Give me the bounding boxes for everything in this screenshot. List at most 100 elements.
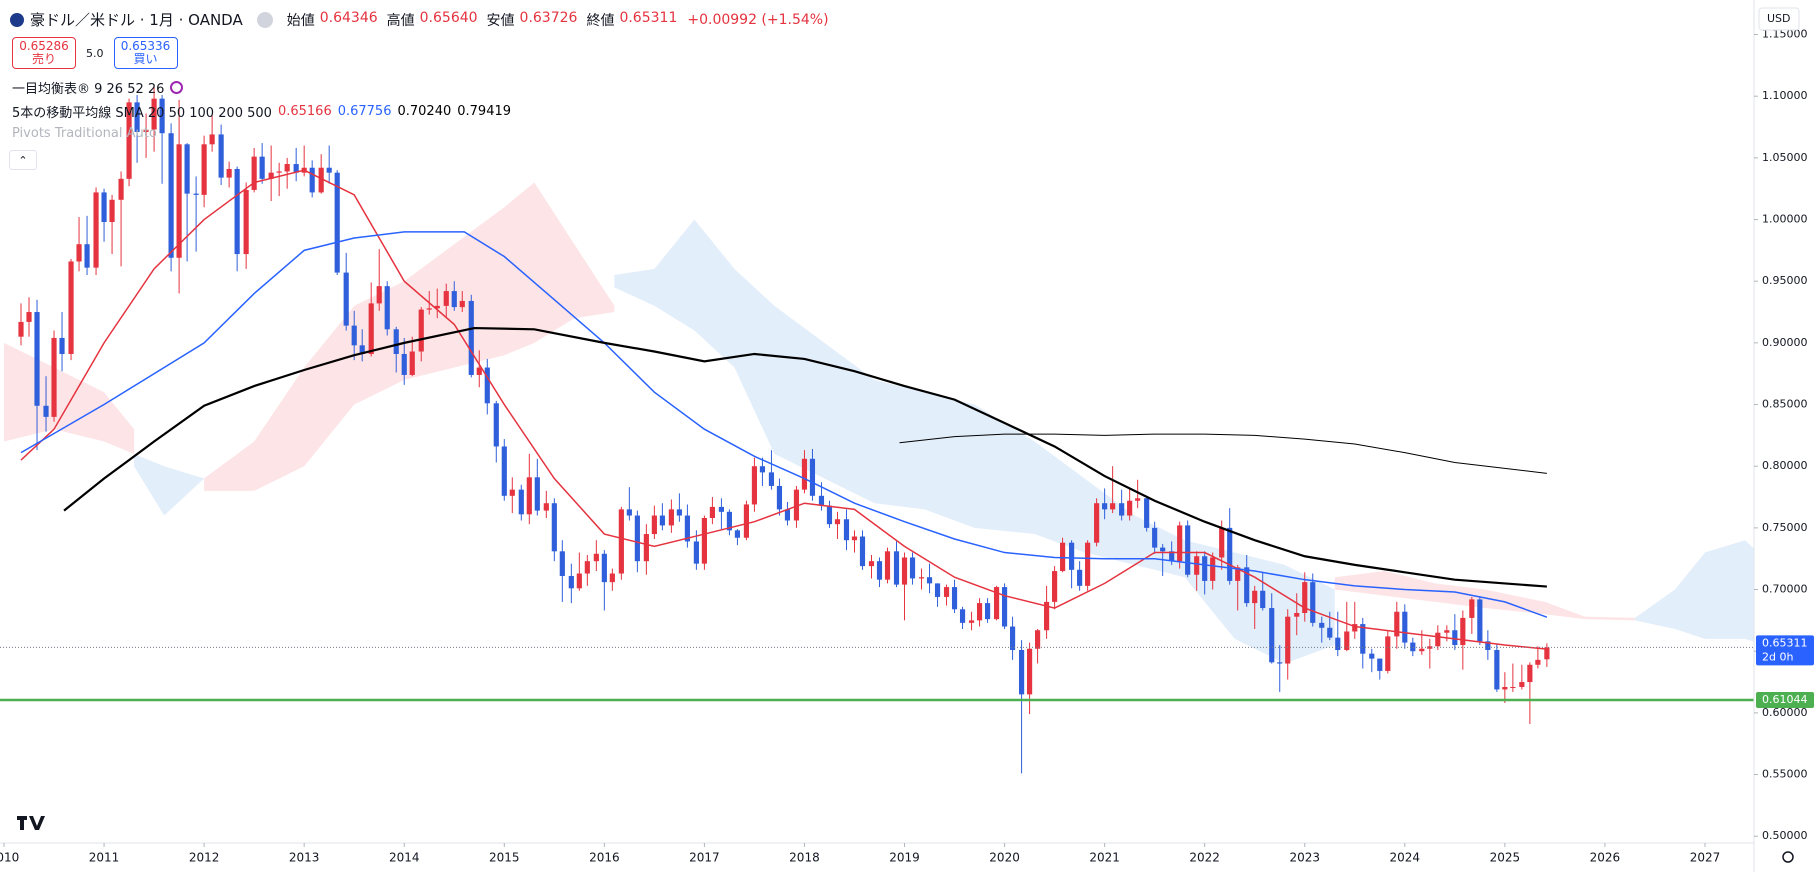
sma-value: 0.70240: [397, 104, 452, 119]
y-tick-label: 1.10000: [1762, 89, 1808, 102]
candle-body: [1009, 626, 1016, 650]
candle-body: [1419, 648, 1425, 652]
candle-body: [834, 519, 841, 525]
price-label-box: [1756, 635, 1814, 666]
candle-body: [993, 587, 1000, 620]
candle-body: [1027, 648, 1033, 695]
candle-body: [59, 337, 65, 354]
candle-body: [384, 286, 390, 330]
candle-body: [84, 244, 90, 268]
currency[interactable]: USD: [1767, 12, 1791, 25]
ichimoku-cloud: [134, 453, 205, 516]
candle-body: [726, 511, 733, 531]
candle-body: [534, 477, 540, 511]
candle-body: [368, 303, 374, 354]
refresh-icon[interactable]: [170, 81, 184, 94]
settings-icon[interactable]: [1782, 851, 1794, 863]
x-tick-label: 2011: [89, 851, 120, 865]
y-tick-label: 0.75000: [1762, 521, 1808, 534]
candle-body: [251, 156, 257, 190]
buy-button[interactable]: 0.65336 買い: [113, 37, 178, 69]
candle-body: [618, 509, 624, 574]
candle-body: [884, 551, 891, 580]
candle-body: [601, 553, 607, 583]
y-tick-label: 0.60000: [1762, 706, 1808, 719]
candle-body: [1085, 542, 1091, 586]
candle-body: [584, 561, 590, 574]
candle-body: [734, 530, 741, 538]
currency-button[interactable]: [1758, 7, 1800, 31]
candle-body: [651, 515, 657, 535]
candle-body: [168, 133, 174, 258]
candle-body: [1319, 622, 1325, 628]
x-tick-label: 2010: [0, 851, 19, 865]
candle-body: [351, 325, 357, 346]
candle-body: [26, 312, 32, 322]
candle-body: [701, 518, 707, 564]
candle-body: [151, 98, 157, 130]
candle-body: [468, 300, 474, 375]
moving-average: [63, 326, 1547, 588]
candle-body: [518, 489, 524, 515]
candle-body: [1035, 630, 1041, 649]
candle-body: [1335, 637, 1341, 650]
candle-body: [1069, 542, 1075, 570]
candle-body: [1394, 611, 1400, 637]
candle-body: [709, 506, 715, 519]
x-tick-label: 2021: [1089, 851, 1120, 865]
candle-body: [501, 446, 507, 496]
ichimoku-cloud: [1634, 540, 1754, 642]
candle-body: [1060, 542, 1066, 572]
candle-body: [801, 458, 808, 490]
x-tick-label: 2023: [1289, 851, 1320, 865]
collapse-legend-button[interactable]: ⌃: [9, 150, 37, 170]
spread: 5.0: [86, 46, 104, 60]
candle-body: [1177, 525, 1183, 562]
candle-body: [634, 515, 640, 562]
candle-body: [1369, 653, 1375, 659]
x-tick-label: 2018: [789, 851, 820, 865]
candle-body: [1210, 557, 1216, 581]
hline-label: 0.61044: [1762, 693, 1808, 706]
candle-body: [43, 405, 49, 417]
candle-body: [1077, 569, 1083, 586]
collapse-button[interactable]: [256, 11, 273, 28]
candle-body: [1277, 662, 1283, 664]
candle-body: [1235, 567, 1241, 581]
candle-body: [234, 168, 240, 255]
sma-value: 0.67756: [337, 104, 392, 119]
candle-body: [1427, 646, 1433, 649]
candle-body: [493, 403, 499, 447]
candle-body: [1202, 556, 1208, 581]
ohlc-label: 終値: [586, 12, 615, 29]
ohlc-value: 0.65311: [619, 9, 678, 26]
moving-average: [899, 433, 1547, 474]
candle-body: [1294, 612, 1300, 617]
axes: 0.500000.550000.600000.650000.700000.750…: [0, 28, 1814, 865]
candle-body: [1494, 649, 1500, 690]
candle-body: [1302, 582, 1308, 613]
candle-body: [484, 367, 490, 404]
ichimoku-cloud: [1334, 571, 1635, 621]
candle-body: [1502, 686, 1508, 690]
candle-body: [426, 308, 432, 310]
y-tick-label: 0.85000: [1762, 398, 1808, 411]
sma-values: 0.65166 0.67756 0.70240 0.79419: [278, 104, 511, 119]
pivots-label: Pivots Traditional Auto: [12, 126, 157, 141]
candle-body: [259, 156, 265, 179]
candle-body: [1018, 649, 1025, 695]
candle-body: [401, 353, 407, 375]
x-tick-label: 2019: [889, 851, 920, 865]
y-tick-label: 1.00000: [1762, 213, 1808, 226]
change: +0.00992 (+1.54%): [687, 11, 829, 28]
candle-body: [284, 164, 290, 172]
ohlc-label: 高値: [386, 12, 415, 29]
candle-body: [876, 561, 883, 580]
candle-body: [1460, 617, 1466, 646]
sell-button[interactable]: 0.65286 売り: [12, 37, 76, 69]
x-tick-label: 2022: [1189, 851, 1220, 865]
candle-body: [176, 144, 182, 258]
candle-body: [1152, 527, 1158, 548]
